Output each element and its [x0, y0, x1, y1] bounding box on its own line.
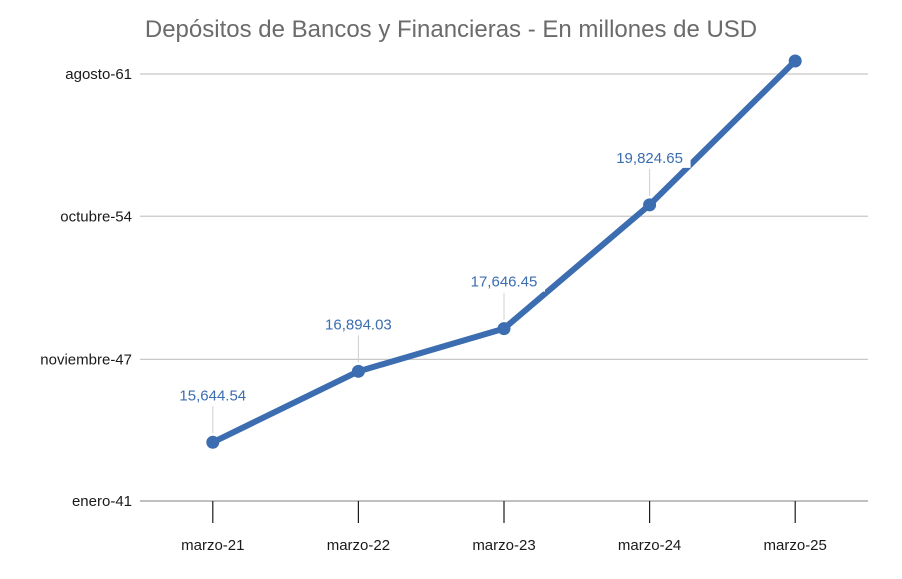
y-tick-label: enero-41 [72, 493, 132, 510]
axes: enero-41 noviembre-47 octubre-54 agosto-61 m… [40, 66, 827, 554]
data-label-bg [608, 147, 691, 168]
x-tick-label: marzo-25 [764, 537, 827, 554]
series-line [206, 54, 802, 449]
y-tick-label: agosto-61 [65, 66, 132, 83]
y-tick-label: octubre-54 [60, 208, 132, 225]
data-point [788, 54, 802, 68]
data-label-bg [463, 271, 545, 292]
data-label-bg [317, 314, 400, 335]
x-tick-label: marzo-24 [618, 537, 681, 554]
x-tick-label: marzo-22 [327, 537, 390, 554]
data-label-bg [171, 385, 254, 406]
data-labels: 15,644.54 16,894.03 17,646.45 19,824.65 [171, 147, 691, 434]
data-label: 19,824.65 [616, 150, 683, 167]
x-tick-label: marzo-23 [472, 537, 535, 554]
x-tick-label: marzo-21 [181, 537, 244, 554]
series-line-path [209, 57, 799, 446]
data-label: 16,894.03 [325, 316, 392, 333]
data-label: 15,644.54 [179, 387, 246, 404]
chart-title: Depósitos de Bancos y Financieras - En m… [144, 16, 758, 43]
data-label: 17,646.45 [471, 274, 538, 291]
data-point [351, 364, 365, 378]
y-tick-label: noviembre-47 [40, 351, 132, 368]
data-point [497, 322, 511, 336]
data-point [206, 435, 220, 449]
data-point [643, 198, 657, 212]
gridlines [140, 73, 868, 502]
